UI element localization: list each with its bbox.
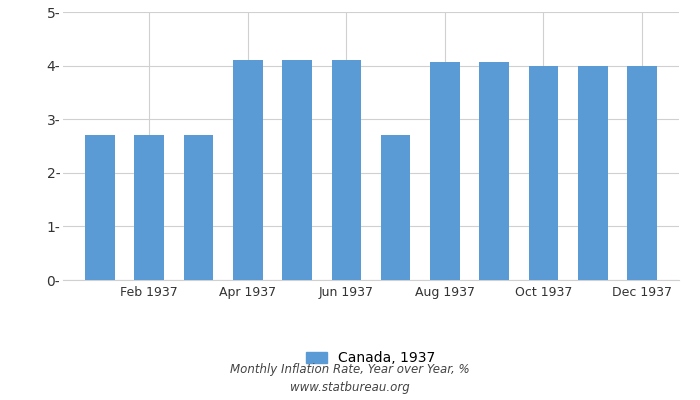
Bar [480, 62, 509, 280]
Bar [332, 60, 361, 280]
Bar [134, 135, 164, 280]
Bar [430, 62, 460, 280]
Bar [85, 135, 115, 280]
Bar [578, 66, 608, 280]
Bar [282, 60, 312, 280]
Bar [233, 60, 262, 280]
Bar [183, 135, 214, 280]
Text: www.statbureau.org: www.statbureau.org [290, 382, 410, 394]
Bar [627, 66, 657, 280]
Text: Monthly Inflation Rate, Year over Year, %: Monthly Inflation Rate, Year over Year, … [230, 364, 470, 376]
Bar [381, 135, 410, 280]
Legend: Canada, 1937: Canada, 1937 [301, 346, 441, 371]
Bar [528, 66, 559, 280]
